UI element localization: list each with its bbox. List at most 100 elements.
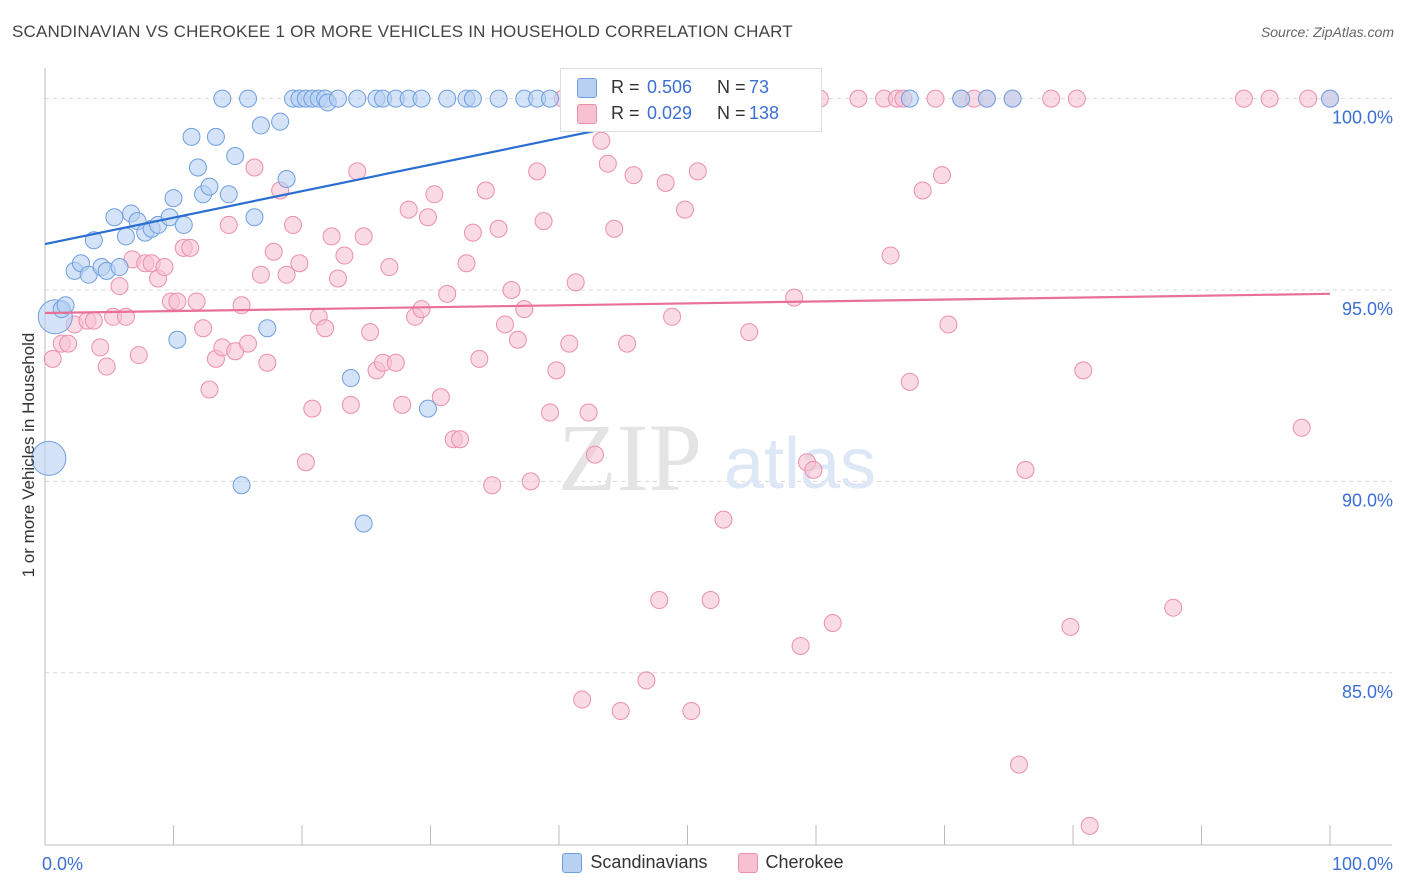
cherokee-point-91 bbox=[637, 671, 656, 690]
scandinavian-point-36 bbox=[277, 170, 296, 188]
scandinavian-point-21 bbox=[174, 215, 193, 234]
scandinavian-point-3 bbox=[56, 296, 75, 315]
scandinavian-point-69 bbox=[952, 89, 971, 108]
cherokee-point-103 bbox=[714, 510, 733, 529]
scandinavian-point-54 bbox=[438, 89, 457, 108]
cherokee-point-30 bbox=[245, 158, 264, 177]
cherokee-point-66 bbox=[476, 181, 495, 200]
scandinavian-point-31 bbox=[239, 89, 258, 108]
cherokee-point-108 bbox=[791, 636, 810, 655]
legend-swatch-pink bbox=[577, 103, 597, 124]
cherokee-point-83 bbox=[585, 445, 604, 464]
scandinavian-point-22 bbox=[182, 127, 201, 146]
cherokee-point-6 bbox=[91, 338, 110, 357]
cherokee-point-113 bbox=[849, 89, 868, 108]
cherokee-point-48 bbox=[361, 323, 380, 342]
cherokee-point-32 bbox=[258, 353, 277, 372]
cherokee-point-20 bbox=[181, 238, 200, 257]
scandinavian-point-11 bbox=[110, 258, 129, 277]
cherokee-point-133 bbox=[1080, 816, 1099, 835]
cherokee-point-45 bbox=[341, 395, 360, 414]
scandinavian-point-29 bbox=[226, 147, 245, 166]
cherokee-point-37 bbox=[290, 254, 309, 273]
cherokee-point-127 bbox=[1010, 755, 1029, 774]
n-value-pink: 138 bbox=[749, 103, 780, 123]
cherokee-point-88 bbox=[618, 334, 637, 353]
cherokee-point-81 bbox=[573, 690, 592, 709]
cherokee-point-93 bbox=[650, 591, 669, 610]
cherokee-point-70 bbox=[502, 281, 521, 299]
tick-labels: 100.0% 95.0% 90.0% 85.0% 0.0% 100.0% bbox=[42, 108, 1393, 874]
cherokee-point-74 bbox=[528, 162, 547, 181]
series-legend: Scandinavians Cherokee bbox=[0, 852, 1406, 873]
cherokee-point-42 bbox=[322, 227, 341, 246]
y-tick-label-0: 100.0% bbox=[1332, 108, 1393, 128]
cherokee-point-80 bbox=[566, 273, 585, 292]
cherokee-point-122 bbox=[939, 315, 958, 334]
cherokee-point-2 bbox=[59, 334, 78, 353]
legend-label-cherokee: Cherokee bbox=[765, 852, 844, 872]
legend-row-cherokee: R = 0.029 N = 138 bbox=[577, 103, 779, 124]
legend-item-cherokee[interactable]: Cherokee bbox=[737, 852, 844, 873]
legend-row-scandinavians: R = 0.506 N = 73 bbox=[577, 77, 769, 98]
cherokee-point-72 bbox=[515, 300, 534, 319]
source-note: Source: ZipAtlas.com bbox=[1260, 24, 1394, 40]
cherokee-point-21 bbox=[187, 292, 206, 311]
scandinavian-point-35 bbox=[271, 112, 290, 131]
cherokee-point-47 bbox=[354, 227, 373, 246]
scandinavian-point-72 bbox=[1321, 89, 1339, 108]
r-value-pink: 0.029 bbox=[647, 103, 693, 123]
scandinavian-point-70 bbox=[977, 89, 996, 108]
scandinavian-point-28 bbox=[219, 185, 238, 204]
cherokee-point-44 bbox=[335, 246, 354, 265]
cherokee-point-54 bbox=[399, 200, 418, 219]
n-label: N = bbox=[717, 77, 746, 97]
cherokee-point-136 bbox=[1260, 89, 1279, 108]
legend-item-scandinavians[interactable]: Scandinavians bbox=[562, 852, 708, 873]
cherokee-point-9 bbox=[110, 277, 129, 296]
cherokee-point-22 bbox=[194, 319, 213, 338]
cherokee-point-28 bbox=[232, 296, 251, 315]
cherokee-point-98 bbox=[682, 702, 701, 721]
cherokee-point-33 bbox=[264, 242, 283, 261]
cherokee-point-39 bbox=[303, 399, 322, 418]
y-tick-label-2: 90.0% bbox=[1342, 490, 1393, 510]
cherokee-point-99 bbox=[688, 162, 707, 181]
cherokee-point-131 bbox=[1067, 89, 1086, 108]
scandinavian-points bbox=[31, 89, 1339, 533]
cherokee-point-53 bbox=[393, 395, 412, 414]
cherokee-point-41 bbox=[316, 319, 335, 338]
cherokee-point-60 bbox=[438, 284, 457, 303]
cherokee-point-105 bbox=[740, 323, 759, 342]
cherokee-point-12 bbox=[129, 346, 148, 365]
cherokee-point-107 bbox=[785, 288, 804, 307]
cherokee-point-26 bbox=[219, 215, 238, 234]
scandinavian-point-33 bbox=[251, 116, 270, 135]
scandinavian-point-19 bbox=[164, 189, 183, 208]
cherokee-point-97 bbox=[675, 200, 694, 219]
cherokee-point-110 bbox=[804, 460, 823, 479]
x-tick-label-0: 0.0% bbox=[42, 854, 83, 874]
cherokee-point-87 bbox=[611, 702, 630, 721]
scandinavian-point-27 bbox=[213, 89, 232, 108]
cherokee-point-62 bbox=[451, 430, 470, 449]
cherokee-point-16 bbox=[155, 258, 174, 277]
gridlines bbox=[45, 98, 1392, 674]
cherokee-point-95 bbox=[663, 307, 682, 326]
scandinavian-point-20 bbox=[168, 330, 187, 349]
scandinavian-point-45 bbox=[341, 369, 360, 388]
cherokee-point-82 bbox=[579, 403, 598, 422]
cherokee-point-128 bbox=[1016, 460, 1035, 479]
watermark: ZIP atlas bbox=[558, 404, 876, 511]
cherokee-point-64 bbox=[463, 223, 482, 242]
scandinavian-point-30 bbox=[232, 476, 251, 495]
axes bbox=[44, 68, 1392, 846]
cherokee-point-134 bbox=[1164, 598, 1183, 617]
cherokee-point-43 bbox=[328, 269, 347, 288]
legend-swatch-blue bbox=[562, 852, 583, 873]
cherokee-point-85 bbox=[598, 154, 617, 173]
n-label: N = bbox=[717, 103, 746, 123]
cherokee-point-51 bbox=[380, 258, 399, 277]
scandinavian-point-23 bbox=[188, 158, 207, 177]
scandinavian-point-47 bbox=[354, 514, 373, 533]
